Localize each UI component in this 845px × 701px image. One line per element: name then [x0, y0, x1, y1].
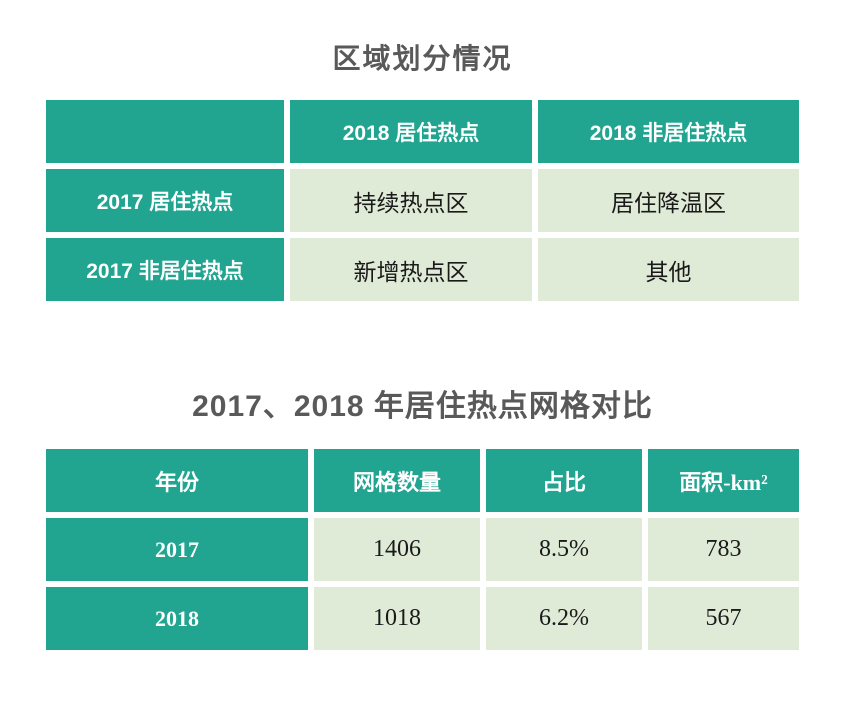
region-table-cell-new-hotspot: 新增热点区: [290, 238, 532, 301]
region-table-col-header-2018-hotspot: 2018 居住热点: [290, 100, 532, 163]
grid-table-col-header-grid-count: 网格数量: [314, 449, 480, 512]
region-division-table: 2018 居住热点 2018 非居住热点 2017 居住热点 持续热点区 居住降…: [46, 100, 799, 301]
region-table-row-header-2017-hotspot: 2017 居住热点: [46, 169, 284, 232]
region-table-cell-cooling-zone: 居住降温区: [538, 169, 799, 232]
grid-table-cell-2017-ratio: 8.5%: [486, 518, 642, 581]
region-table-row-header-2017-non-hotspot: 2017 非居住热点: [46, 238, 284, 301]
grid-table-row-header-2018: 2018: [46, 587, 308, 650]
grid-comparison-title: 2017、2018 年居住热点网格对比: [192, 390, 653, 423]
grid-table-cell-2018-count: 1018: [314, 587, 480, 650]
grid-comparison-table: 年份 网格数量 占比 面积-km² 2017 1406 8.5% 783 201…: [46, 449, 799, 650]
grid-table-cell-2018-ratio: 6.2%: [486, 587, 642, 650]
grid-table-cell-2017-count: 1406: [314, 518, 480, 581]
grid-table-col-header-year: 年份: [46, 449, 308, 512]
region-table-cell-other: 其他: [538, 238, 799, 301]
grid-table-cell-2017-area: 783: [648, 518, 799, 581]
grid-table-cell-2018-area: 567: [648, 587, 799, 650]
grid-table-col-header-ratio: 占比: [486, 449, 642, 512]
region-table-corner-cell: [46, 100, 284, 163]
region-table-title: 区域划分情况: [332, 43, 513, 74]
region-table-col-header-2018-non-hotspot: 2018 非居住热点: [538, 100, 799, 163]
grid-table-row-header-2017: 2017: [46, 518, 308, 581]
grid-table-col-header-area-km2: 面积-km²: [648, 449, 799, 512]
region-table-cell-continuous-hotspot: 持续热点区: [290, 169, 532, 232]
